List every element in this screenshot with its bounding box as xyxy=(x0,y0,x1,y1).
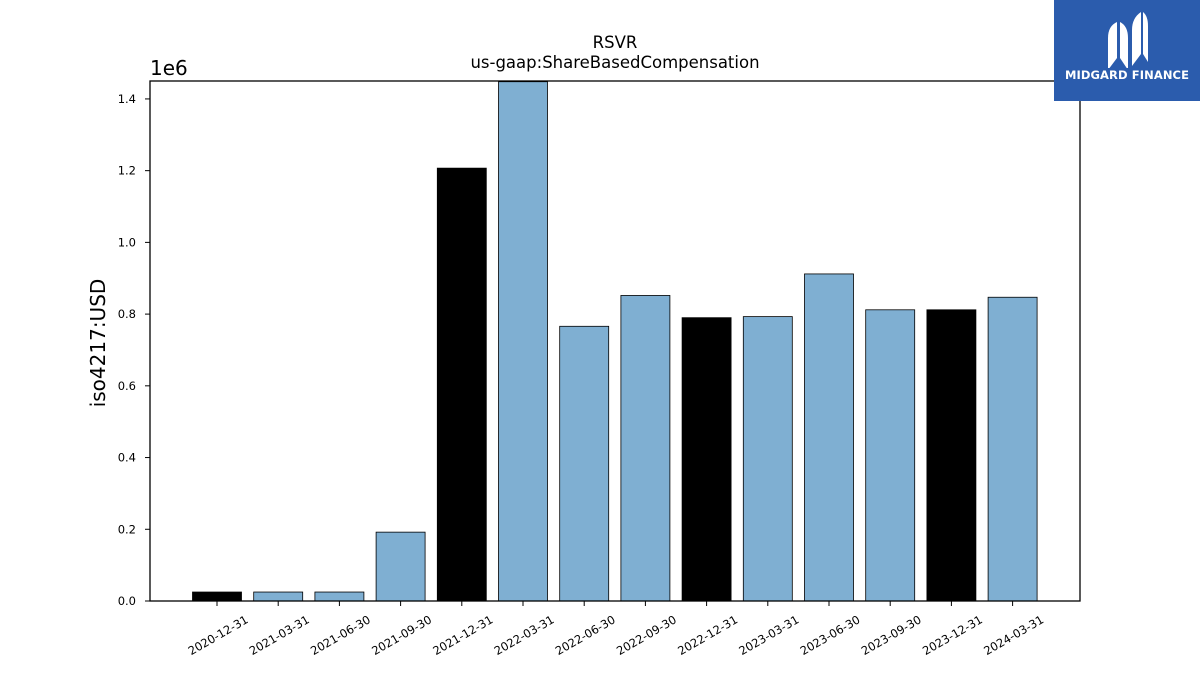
y-offset-label: 1e6 xyxy=(150,56,188,80)
x-tick-label: 2023-09-30 xyxy=(859,612,924,658)
bar-2021-03-31 xyxy=(253,591,304,602)
bar-2023-06-30 xyxy=(804,273,854,602)
bar-2023-09-30 xyxy=(865,309,916,602)
y-axis-label: iso4217:USD xyxy=(86,279,110,408)
y-tick-label: 0.8 xyxy=(118,307,136,321)
y-tick-label: 1.2 xyxy=(118,164,136,178)
bar-2022-09-30 xyxy=(620,295,671,602)
bar-2022-06-30 xyxy=(559,325,610,602)
bar-2023-12-31 xyxy=(926,309,977,602)
bar-2021-06-30 xyxy=(314,591,365,602)
plot-frame xyxy=(149,80,1081,602)
x-tick-label: 2023-12-31 xyxy=(920,612,985,658)
y-ticks: 0.0 0.2 0.4 0.6 0.8 1.0 1.2 1.4 xyxy=(118,92,150,608)
y-tick-label: 1.0 xyxy=(118,235,136,249)
logo-text: MIDGARD FINANCE xyxy=(1064,68,1190,82)
bars-group xyxy=(192,81,1038,602)
y-tick-label: 0.6 xyxy=(118,379,136,393)
bar-2022-12-31 xyxy=(681,317,732,602)
x-tick-label: 2022-06-30 xyxy=(553,612,618,658)
chart-title: RSVR xyxy=(593,33,638,52)
x-tick-label: 2022-03-31 xyxy=(492,612,557,658)
x-tick-label: 2021-06-30 xyxy=(308,612,373,658)
y-tick-label: 1.4 xyxy=(118,92,136,106)
bar-2021-12-31 xyxy=(436,167,487,602)
chart-subtitle: us-gaap:ShareBasedCompensation xyxy=(470,53,759,72)
x-tick-label: 2021-03-31 xyxy=(247,612,312,658)
bar-2021-09-30 xyxy=(375,531,426,602)
midgard-m-icon xyxy=(1108,12,1148,68)
x-tick-label: 2020-12-31 xyxy=(186,612,251,658)
midgard-finance-logo: MIDGARD FINANCE xyxy=(1054,0,1200,101)
x-tick-label: 2022-12-31 xyxy=(675,612,740,658)
y-tick-label: 0.0 xyxy=(118,594,136,608)
x-tick-label: 2022-09-30 xyxy=(614,612,679,658)
x-tick-label: 2021-09-30 xyxy=(369,612,434,658)
y-tick-label: 0.4 xyxy=(118,451,136,465)
x-tick-label: 2024-03-31 xyxy=(981,612,1046,658)
bar-2023-03-31 xyxy=(742,316,793,602)
bar-2022-03-31 xyxy=(498,81,548,602)
x-tick-label: 2023-06-30 xyxy=(798,612,863,658)
x-tick-label: 2023-03-31 xyxy=(736,612,801,658)
bar-2024-03-31 xyxy=(987,296,1038,602)
x-ticks: 2020-12-312021-03-312021-06-302021-09-30… xyxy=(186,601,1046,658)
bar-2020-12-31 xyxy=(192,591,242,602)
y-tick-label: 0.2 xyxy=(118,522,136,536)
x-tick-label: 2021-12-31 xyxy=(430,612,495,658)
